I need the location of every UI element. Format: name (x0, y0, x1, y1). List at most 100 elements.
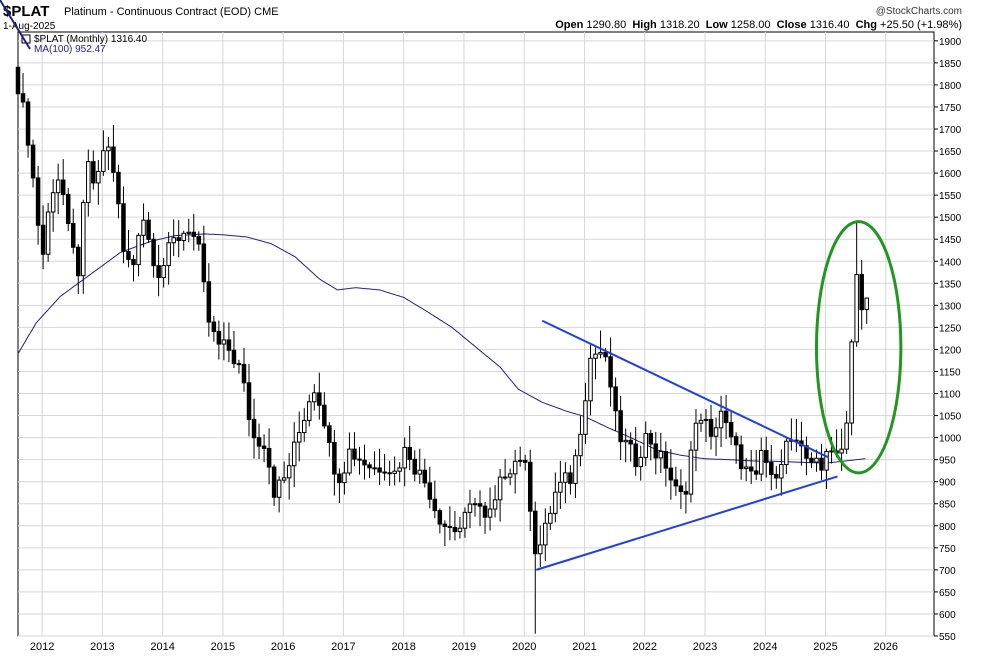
symbol: $PLAT (3, 3, 50, 20)
x-tick-label: 2016 (271, 641, 295, 653)
candle (578, 415, 583, 467)
candle-body (703, 418, 709, 421)
candle (457, 516, 463, 539)
y-tick-label: 1450 (939, 235, 962, 246)
candle-body (206, 281, 212, 323)
candle-body (733, 436, 739, 446)
candle (713, 417, 719, 457)
candle (628, 432, 633, 462)
candle (367, 462, 372, 479)
ohlc-readout: Open 1290.80 High 1318.20 Low 1258.00 Cl… (555, 19, 962, 31)
candle (20, 73, 26, 108)
candle-body (452, 527, 458, 533)
candle-body (291, 441, 297, 467)
candle-body (668, 467, 674, 481)
candle (191, 213, 197, 251)
candle (15, 59, 21, 108)
candle (70, 208, 76, 254)
legend-series1: $PLAT (Monthly) 1316.40 (34, 34, 147, 45)
candle-body (256, 437, 262, 447)
candle-body (578, 433, 583, 457)
candle-body (50, 192, 56, 213)
candle-body (553, 491, 558, 514)
candle (176, 220, 181, 258)
candle-body (347, 448, 352, 474)
y-tick-label: 1600 (939, 169, 962, 180)
candle (432, 480, 438, 519)
candle-body (497, 476, 503, 501)
candle (688, 441, 694, 503)
close-value: 1316.40 (809, 19, 850, 31)
candle-body (758, 450, 764, 475)
candle (211, 315, 217, 342)
candle-body (141, 219, 146, 236)
ma-layer (17, 233, 866, 464)
y-tick-label: 1550 (939, 191, 962, 202)
candle (337, 468, 342, 504)
candle (261, 434, 267, 463)
candle-body (608, 356, 613, 388)
candle-body (593, 353, 598, 359)
candle-body (472, 503, 478, 506)
candle (296, 411, 302, 462)
y-tick-label: 1750 (939, 103, 962, 114)
y-tick-label: 1250 (939, 323, 962, 334)
candle-body (517, 459, 523, 462)
x-tick-label: 2017 (331, 641, 355, 653)
high-value: 1318.20 (659, 19, 700, 31)
candle (522, 454, 528, 471)
description-text: Platinum - Continuous Contract (EOD) (64, 6, 252, 18)
candle (849, 339, 854, 436)
candle (718, 395, 724, 448)
candle (126, 229, 131, 268)
candle-body (563, 472, 568, 483)
candle (794, 418, 799, 452)
candle-body (201, 243, 207, 283)
candle (201, 225, 207, 293)
candle-body (45, 211, 51, 255)
candle-body (161, 265, 166, 279)
candle-body (70, 223, 76, 248)
candle (417, 448, 423, 484)
candle (332, 429, 337, 496)
candle-body (131, 258, 136, 266)
x-tick-label: 2021 (572, 641, 596, 653)
candle (462, 507, 468, 538)
candle (723, 395, 729, 439)
candle (573, 449, 578, 498)
candle (166, 231, 171, 285)
candle (372, 451, 377, 476)
candle (774, 465, 779, 489)
candle-body (186, 231, 192, 234)
candle-body (688, 449, 694, 495)
candle-body (191, 231, 197, 237)
candle-body (643, 433, 648, 458)
candle (703, 409, 709, 442)
x-tick-label: 2012 (30, 641, 54, 653)
candle (91, 150, 96, 190)
candle (171, 219, 176, 257)
candle-body (307, 401, 312, 421)
candle (377, 448, 382, 485)
candle (121, 186, 126, 264)
candle-body (743, 466, 749, 469)
candle-body (412, 458, 417, 475)
candle (648, 429, 654, 461)
candle-body (573, 455, 578, 484)
candle (136, 233, 141, 277)
candle (598, 330, 603, 359)
candle-body (849, 341, 854, 424)
candle-body (769, 461, 774, 476)
candle-body (527, 461, 533, 512)
candle-body (261, 445, 267, 449)
candle-body (512, 460, 518, 475)
candle (226, 322, 232, 363)
candle-body (116, 171, 121, 205)
candle (116, 164, 121, 219)
candle (422, 458, 428, 488)
y-tick-label: 750 (939, 544, 956, 555)
candle (663, 441, 669, 487)
grid (18, 32, 934, 637)
candle-body (136, 234, 141, 266)
candle-body (533, 510, 538, 555)
